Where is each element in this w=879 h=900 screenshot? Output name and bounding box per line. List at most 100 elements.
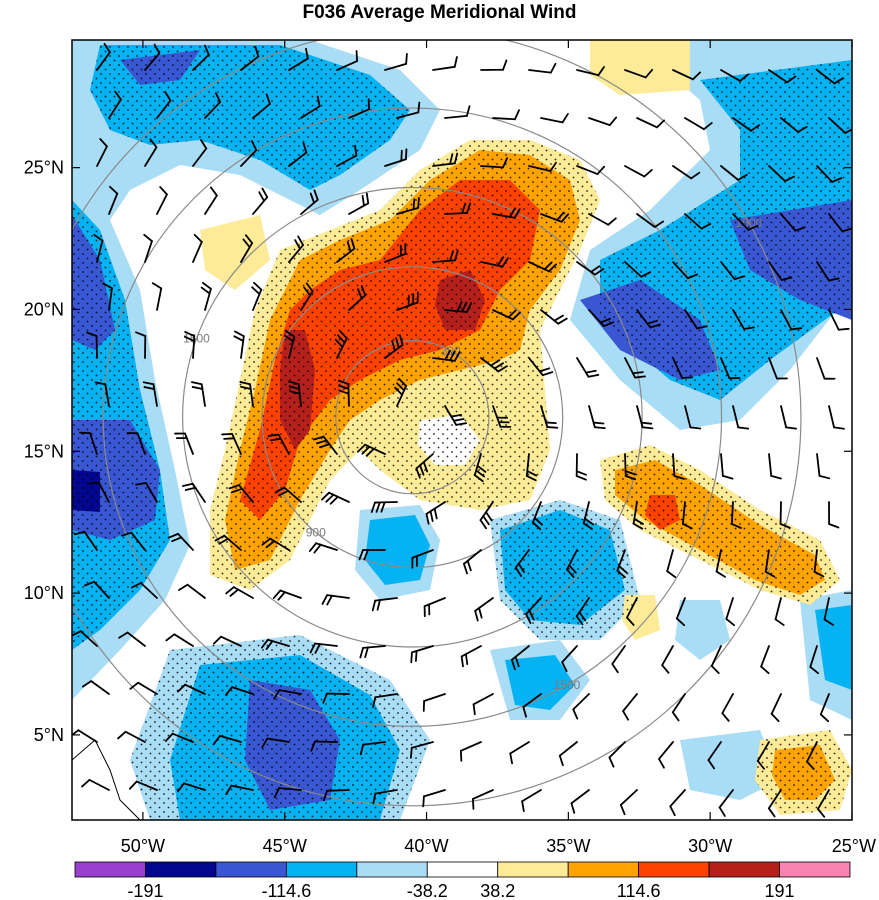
wind-barb bbox=[816, 69, 844, 85]
lon-tick-label: 35°W bbox=[546, 836, 590, 856]
wind-barb bbox=[624, 261, 652, 278]
wind-barb bbox=[780, 405, 797, 430]
lon-tick-label: 25°W bbox=[832, 836, 876, 856]
wind-barb bbox=[480, 59, 508, 71]
lat-tick-label: 10°N bbox=[24, 583, 64, 603]
wind-barb bbox=[212, 735, 242, 745]
wind-barb bbox=[396, 197, 420, 215]
wind-barb bbox=[372, 693, 398, 708]
wind-barb bbox=[725, 597, 736, 627]
wind-barb bbox=[528, 161, 557, 172]
wind-barb bbox=[240, 46, 260, 71]
colorbar-swatch bbox=[356, 861, 428, 878]
wind-barb bbox=[492, 207, 521, 219]
wind-barb bbox=[779, 501, 791, 529]
wind-barb bbox=[669, 789, 686, 817]
wind-barb bbox=[261, 737, 290, 749]
wind-barb bbox=[79, 431, 98, 455]
wind-barb bbox=[396, 291, 419, 311]
wind-barb bbox=[528, 357, 554, 377]
lon-tick-label: 45°W bbox=[263, 836, 307, 856]
wind-barb bbox=[588, 213, 617, 226]
wind-barb bbox=[684, 309, 708, 330]
wind-barb bbox=[816, 165, 843, 183]
wind-barb bbox=[823, 597, 834, 626]
wind-barb bbox=[444, 301, 473, 313]
coastline bbox=[72, 739, 141, 820]
wind-barb bbox=[233, 330, 245, 359]
wind-barb bbox=[684, 213, 712, 230]
wind-barb bbox=[576, 66, 605, 77]
wind-barb bbox=[732, 213, 759, 231]
wind-barb bbox=[348, 192, 370, 215]
wind-barb bbox=[135, 331, 147, 359]
wind-barb bbox=[288, 47, 309, 71]
lon-tick-label: 40°W bbox=[404, 836, 448, 856]
wind-barb bbox=[480, 357, 508, 373]
wind-barb bbox=[707, 741, 722, 770]
wind-barb bbox=[284, 330, 296, 359]
wind-barb bbox=[459, 741, 482, 762]
wind-barb bbox=[661, 645, 674, 674]
lon-tick-label: 50°W bbox=[121, 836, 165, 856]
wind-barb bbox=[474, 597, 494, 622]
wind-barb bbox=[108, 90, 122, 119]
wind-barb bbox=[144, 43, 161, 71]
wind-barb bbox=[816, 357, 836, 380]
wind-barb bbox=[632, 501, 644, 530]
wind-barb bbox=[624, 357, 646, 379]
wind-barb bbox=[267, 433, 290, 455]
wind-barb bbox=[177, 683, 206, 695]
wind-barb bbox=[261, 537, 290, 551]
wind-barb bbox=[528, 261, 557, 273]
wind-barb bbox=[88, 481, 110, 503]
wind-barb bbox=[432, 56, 458, 71]
wind-barb bbox=[221, 432, 242, 455]
wind-barb bbox=[240, 234, 254, 263]
wind-barb bbox=[666, 549, 677, 579]
wind-barb bbox=[460, 645, 482, 668]
wind-barb bbox=[273, 787, 302, 799]
wind-barb bbox=[176, 782, 206, 793]
colorbar-swatch bbox=[285, 861, 358, 878]
colorbar-swatch bbox=[145, 861, 217, 878]
wind-barb bbox=[394, 377, 408, 407]
wind-barb bbox=[384, 334, 404, 359]
wind-barb bbox=[444, 405, 467, 426]
wind-barb bbox=[480, 256, 509, 268]
wind-barb bbox=[410, 645, 434, 664]
wind-barb bbox=[320, 491, 350, 505]
lat-tick-label: 5°N bbox=[34, 725, 64, 745]
wind-barb bbox=[322, 789, 350, 802]
wind-barb bbox=[816, 261, 840, 282]
wind-barb bbox=[359, 645, 386, 659]
wind-barb bbox=[348, 98, 371, 119]
wind-barb bbox=[96, 138, 108, 167]
lat-tick-label: 25°N bbox=[24, 158, 64, 178]
wind-barb bbox=[780, 309, 803, 331]
wind-barb bbox=[359, 741, 386, 756]
wind-barb bbox=[636, 405, 654, 430]
colorbar-label: 38.2 bbox=[480, 881, 515, 900]
wind-barb bbox=[718, 789, 734, 817]
wind-barb bbox=[313, 435, 338, 455]
wind-barb bbox=[239, 381, 254, 407]
wind-barb bbox=[672, 261, 699, 280]
wind-barb bbox=[81, 680, 110, 695]
wind-barb bbox=[156, 91, 172, 119]
wind-barb bbox=[492, 405, 512, 428]
wind-barb bbox=[151, 282, 163, 311]
wind-barb bbox=[514, 549, 530, 577]
wind-barb bbox=[463, 549, 482, 575]
wind-barb bbox=[732, 117, 761, 132]
wind-barb bbox=[681, 501, 693, 530]
wind-barb bbox=[126, 432, 146, 455]
wind-barb bbox=[396, 101, 421, 119]
wind-barb bbox=[510, 645, 530, 671]
wind-barb bbox=[409, 741, 434, 759]
wind-barb bbox=[672, 69, 701, 81]
wind-barb bbox=[300, 282, 314, 311]
wind-barb bbox=[479, 501, 494, 530]
